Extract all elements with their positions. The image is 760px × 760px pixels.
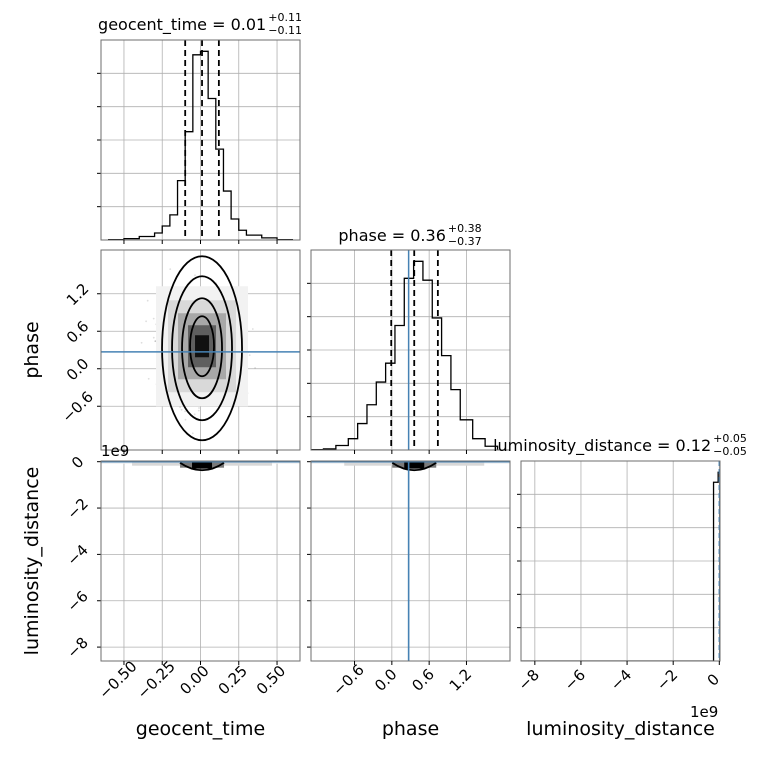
panels: −0.60.00.61.2−8−6−4−20−0.50−0.250.00 0.25… (58, 39, 723, 703)
title-upper-error: +0.05 (713, 432, 747, 445)
y-tick-label: 1.2 (63, 280, 93, 310)
sample-point (147, 377, 150, 380)
y-tick-label: 0.0 (63, 355, 93, 385)
sample-point (152, 336, 155, 339)
title-lower-error: −0.05 (713, 445, 747, 458)
x-tick-label: −0.6 (329, 661, 367, 699)
sample-point (180, 408, 183, 411)
title-lower-error: −0.11 (268, 24, 302, 37)
x-tick-label: −2 (653, 666, 681, 694)
panel-phase-vs-phase (307, 249, 511, 454)
title-phase: phase = 0.36 +0.38−0.37 (338, 222, 481, 248)
title-text: phase = 0.36 (338, 226, 445, 245)
histogram-luminosity_distance (521, 471, 720, 661)
panel-geocent_time-vs-luminosity_distance: −8 −6 −4 −2 0 −0.50−0.250.00 0.25 0.50 (64, 453, 301, 703)
x-tick-label: 0.0 (371, 665, 401, 695)
histogram-phase (311, 260, 499, 450)
panel-geocent_time-vs-phase: −0.60.0 0.6 1.2 (58, 249, 301, 454)
sample-point (193, 413, 196, 416)
x-tick-label: 1.2 (446, 665, 476, 695)
x-tick-label: 0.00 (176, 662, 212, 698)
y-axis-label-phase: phase (21, 321, 43, 378)
x-tick-label: −4 (607, 666, 635, 694)
x-tick-label: 0.6 (408, 665, 438, 695)
panel-content (101, 250, 300, 450)
panel-content (521, 461, 720, 661)
sample-point (254, 367, 256, 369)
density-cell (195, 335, 210, 358)
y-tick-label: 0.6 (63, 317, 93, 347)
y-tick-label: −0.6 (58, 388, 96, 426)
title-text: geocent_time = 0.01 (98, 15, 266, 35)
contour-0.5 (189, 315, 215, 378)
sample-point (169, 268, 172, 270)
x-tick-label: −6 (561, 666, 589, 694)
sample-point (145, 320, 148, 323)
contour (179, 461, 225, 472)
panel-phase-vs-luminosity_distance: −0.6 0.0 0.6 1.2 (307, 460, 511, 699)
panel-content (101, 40, 300, 240)
sample-point (152, 317, 155, 320)
y-axis-label-luminosity_distance: luminosity_distance (21, 467, 43, 656)
contour-1.5 (171, 275, 233, 422)
y-offset-text: 1e9 (101, 442, 129, 460)
panel-geocent_time-vs-geocent_time (97, 39, 301, 244)
x-offset-text: 1e9 (690, 703, 718, 721)
density-cell (192, 461, 213, 469)
x-axis-label-phase: phase (382, 718, 439, 740)
y-tick-label: −8 (64, 634, 92, 662)
panel-content (101, 461, 300, 661)
x-tick-label: −0.25 (134, 657, 179, 702)
sample-point (184, 418, 187, 421)
axis-labels: geocent_time phase luminosity_distancephas… (21, 321, 718, 740)
y-tick-label: 0 (68, 453, 87, 472)
sample-point (184, 410, 187, 413)
contour (391, 461, 437, 472)
panel-frame (310, 460, 511, 662)
x-tick-label: 0.25 (215, 662, 251, 698)
panel-frame (310, 249, 511, 451)
sample-point (198, 407, 200, 409)
x-tick-label: −0.50 (95, 657, 140, 702)
panel-content (311, 250, 510, 450)
sample-point (154, 340, 157, 342)
panel-content (311, 461, 510, 661)
density-cell (404, 461, 425, 469)
contour-2.0 (161, 255, 243, 442)
x-tick-label: −8 (515, 666, 543, 694)
x-axis-label-geocent_time: geocent_time (136, 718, 265, 740)
sample-point (197, 409, 200, 412)
sample-point (146, 299, 149, 302)
title-geocent_time: geocent_time = 0.01 +0.11−0.11 (98, 11, 302, 37)
title-lower-error: −0.37 (448, 235, 482, 248)
panel-luminosity_distance-vs-luminosity_distance: −8 −6 −4 −2 0 (515, 460, 723, 694)
title-upper-error: +0.38 (448, 222, 482, 235)
x-axis-label-luminosity_distance: luminosity_distance (526, 718, 715, 740)
contour-1.0 (181, 297, 223, 400)
y-tick-label: −4 (64, 541, 92, 569)
sample-point (251, 328, 254, 330)
x-tick-label: 0 (704, 670, 723, 689)
panel-titles: geocent_time = 0.01 +0.11−0.11 phase = 0.3… (98, 11, 747, 458)
x-tick-label: 0.50 (253, 662, 289, 698)
y-tick-label: −2 (64, 495, 92, 523)
histogram-geocent_time (108, 50, 293, 240)
y-tick-label: −6 (64, 587, 92, 615)
sample-point (140, 341, 143, 344)
title-luminosity_distance: luminosity_distance = 0.12 +0.05−0.05 (493, 432, 747, 458)
sample-point (248, 354, 251, 356)
sample-point (179, 406, 182, 409)
title-text: luminosity_distance = 0.12 (493, 436, 711, 456)
title-upper-error: +0.11 (268, 11, 302, 24)
sample-point (154, 340, 157, 343)
panel-frame (520, 460, 721, 662)
sample-point (191, 432, 194, 435)
sample-point (194, 274, 196, 277)
